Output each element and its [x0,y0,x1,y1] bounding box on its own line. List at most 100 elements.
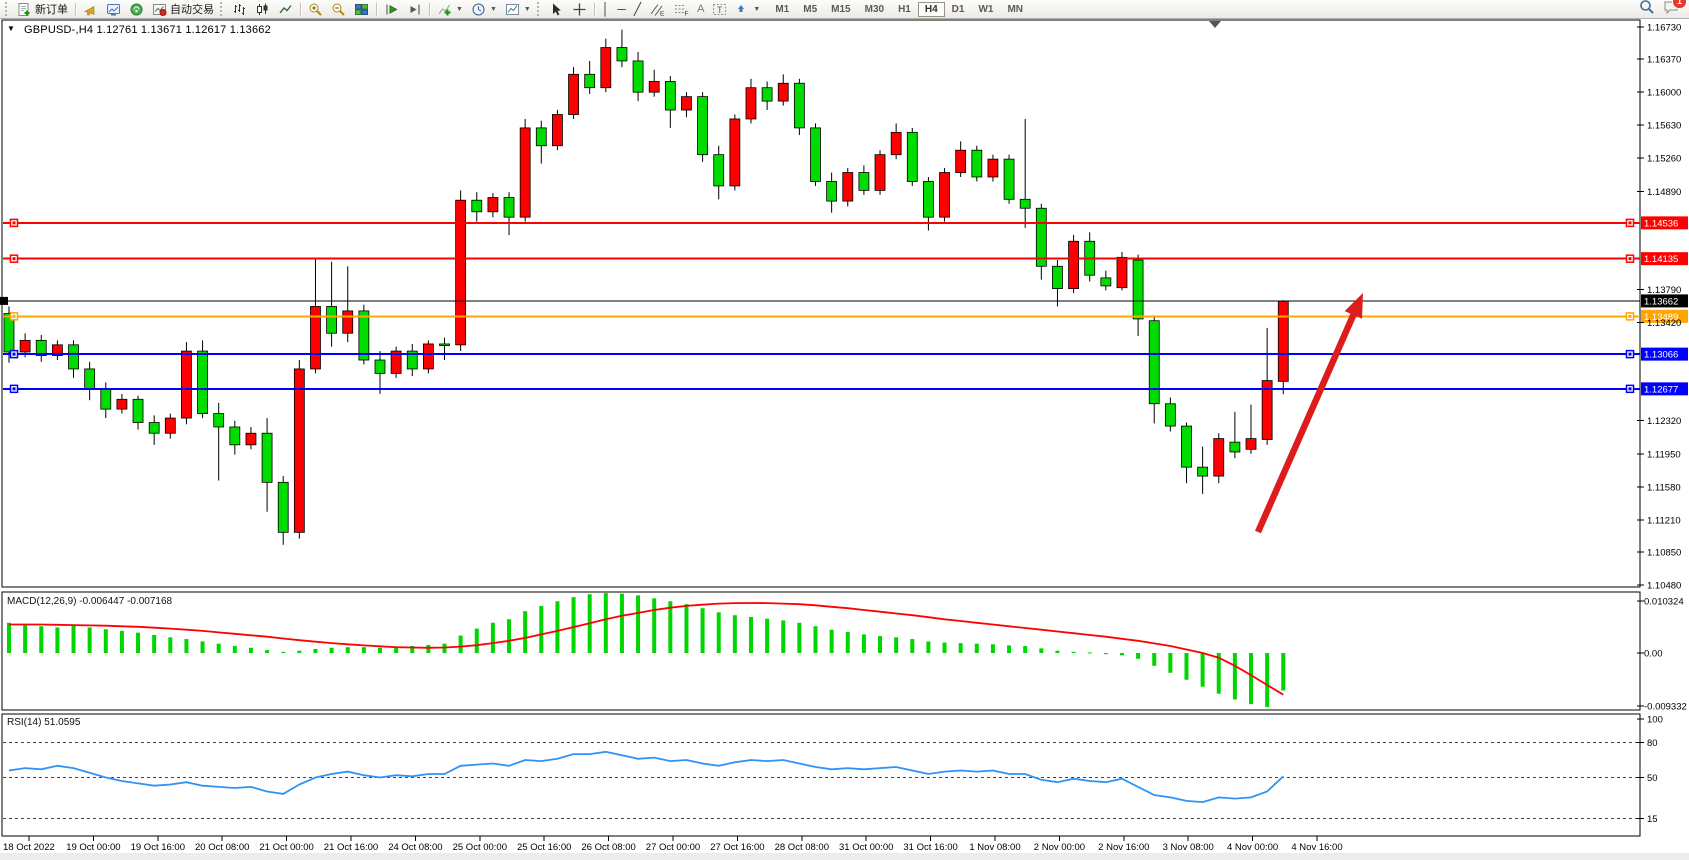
market-signal-button[interactable] [125,1,148,18]
svg-text:24 Oct 08:00: 24 Oct 08:00 [388,842,442,853]
crosshair-icon [572,2,587,17]
zoom-in-icon [308,2,323,17]
auto-trading-label: 自动交易 [170,4,214,16]
svg-text:1.14536: 1.14536 [1644,218,1678,229]
svg-text:25 Oct 00:00: 25 Oct 00:00 [453,842,507,853]
auto-scroll-icon [384,2,399,17]
search-icon[interactable] [1639,0,1655,20]
timeframe-m30[interactable]: M30 [864,3,885,15]
svg-text:50: 50 [1647,773,1658,784]
svg-text:25 Oct 16:00: 25 Oct 16:00 [517,842,571,853]
svg-text:1.11950: 1.11950 [1647,449,1681,460]
horizontal-line-tool[interactable]: ─ [613,1,630,18]
text-label-icon: T [712,2,727,17]
text-label-tool[interactable]: T [708,1,731,18]
auto-scroll-button[interactable] [380,1,403,18]
vertical-line-icon: │ [601,1,610,16]
toolbar-right-icons: 1 [1639,0,1687,20]
clock-icon [471,2,486,17]
svg-text:1.16730: 1.16730 [1647,23,1681,34]
auto-trading-icon [152,2,167,17]
toolbar-separator [300,2,301,16]
toolbar-grip[interactable] [536,2,541,16]
line-chart-button[interactable] [274,1,297,18]
vertical-line-tool[interactable]: │ [598,1,614,18]
svg-text:E: E [660,10,665,17]
svg-text:27 Oct 00:00: 27 Oct 00:00 [646,842,700,853]
arrows-tool[interactable]: ▼ [731,1,764,18]
templates-button[interactable]: ▼ [501,1,535,18]
fibonacci-icon: F [673,2,689,17]
toolbar-grip[interactable] [220,2,224,16]
crosshair-button[interactable] [568,1,591,18]
svg-text:15: 15 [1647,814,1658,825]
template-icon [505,2,520,17]
svg-text:1.14135: 1.14135 [1644,254,1678,265]
chart-shift-button[interactable] [403,1,426,18]
svg-text:1.15260: 1.15260 [1647,154,1681,165]
timeframe-h4[interactable]: H4 [917,1,945,17]
svg-text:20 Oct 08:00: 20 Oct 08:00 [195,842,249,853]
svg-text:3 Nov 08:00: 3 Nov 08:00 [1163,842,1214,853]
tile-windows-button[interactable] [350,1,373,18]
indicators-icon [437,2,452,17]
timeframe-m5[interactable]: M5 [803,3,818,15]
fibonacci-tool[interactable]: F [669,1,693,18]
svg-text:1.11580: 1.11580 [1647,482,1681,493]
new-order-icon [17,2,32,17]
new-order-button[interactable]: 新订单 [13,1,72,18]
svg-text:T: T [717,5,723,15]
cursor-button[interactable] [545,1,568,18]
svg-text:1.16370: 1.16370 [1647,55,1681,66]
toolbar-grip[interactable] [5,2,9,16]
text-icon: A [697,2,705,15]
zoom-out-button[interactable] [327,1,350,18]
svg-text:1.13420: 1.13420 [1647,318,1681,329]
zoom-in-button[interactable] [304,1,327,18]
chart-title: GBPUSD-,H4 1.12761 1.13671 1.12617 1.136… [24,24,271,36]
svg-text:0.00: 0.00 [1644,649,1663,660]
auto-trading-button[interactable]: 自动交易 [148,1,218,18]
bar-chart-button[interactable] [228,1,251,18]
svg-text:1.16000: 1.16000 [1647,88,1681,99]
chat-button[interactable]: 1 [1663,0,1687,20]
megaphone-icon [83,2,98,17]
dropdown-arrow-icon: ▼ [456,5,463,13]
terminal-icon [106,2,121,17]
periods-button[interactable]: ▼ [467,1,501,18]
timeframe-h1[interactable]: H1 [898,3,911,15]
trendline-tool[interactable]: ╱ [630,1,645,18]
svg-text:18 Oct 2022: 18 Oct 2022 [3,842,55,853]
svg-text:28 Oct 08:00: 28 Oct 08:00 [775,842,829,853]
signals-button[interactable] [79,1,102,18]
toolbar: 新订单 自动交易 [0,0,1689,19]
svg-text:1.12677: 1.12677 [1644,384,1678,395]
timeframe-w1[interactable]: W1 [978,3,994,15]
terminal-button[interactable] [102,1,125,18]
dropdown-arrow-icon: ▼ [489,5,497,13]
svg-text:1.13662: 1.13662 [1644,296,1678,307]
timeframe-m1[interactable]: M1 [775,3,790,15]
timeframe-d1[interactable]: D1 [951,3,965,15]
toolbar-separator [376,2,377,16]
svg-text:1.11210: 1.11210 [1647,515,1681,526]
svg-text:1.15630: 1.15630 [1647,121,1681,132]
equidistant-channel-tool[interactable]: E [645,1,669,18]
candlestick-chart-button[interactable] [251,1,274,18]
svg-text:1.14890: 1.14890 [1647,187,1681,198]
chat-badge: 1 [1672,0,1687,9]
svg-text:4 Nov 16:00: 4 Nov 16:00 [1291,842,1342,853]
svg-text:1.10480: 1.10480 [1647,581,1681,592]
indicators-button[interactable]: ▼ [433,1,467,18]
horizontal-line-icon: ─ [617,1,626,16]
svg-text:1.10850: 1.10850 [1647,547,1681,558]
svg-text:27 Oct 16:00: 27 Oct 16:00 [710,842,764,853]
text-tool[interactable]: A [693,1,708,18]
timeframe-mn[interactable]: MN [1007,3,1024,15]
cursor-icon [549,2,564,17]
oneclick-expand-icon[interactable]: ▼ [7,24,15,33]
svg-text:1.12320: 1.12320 [1647,416,1681,427]
timeframe-m15[interactable]: M15 [831,3,851,15]
